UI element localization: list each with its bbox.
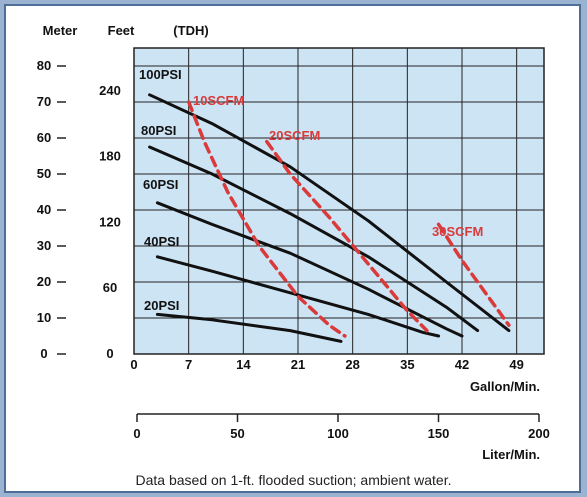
- y-tick-feet: 180: [99, 149, 121, 164]
- y-tick-feet: 60: [103, 280, 117, 295]
- y-axis-label-meter: Meter: [43, 23, 78, 38]
- x-tick-gpm: 0: [130, 357, 137, 372]
- x-tick-lpm: 100: [327, 426, 349, 441]
- series-line-60psi: [155, 201, 464, 338]
- x-tick-gpm: 21: [291, 357, 305, 372]
- y-tick-meter: 50: [37, 166, 51, 181]
- series-line-100psi: [148, 93, 511, 333]
- y-axis-label-feet: Feet: [108, 23, 135, 38]
- y-tick-feet: 120: [99, 214, 121, 229]
- series-line-10scfm: [186, 100, 347, 338]
- curve-label-30scfm: 30SCFM: [432, 224, 483, 239]
- x-tick-gpm: 42: [455, 357, 469, 372]
- x-tick-lpm: 150: [428, 426, 450, 441]
- series-line-20psi: [155, 312, 343, 343]
- curve-label-10scfm: 10SCFM: [193, 93, 244, 108]
- y-tick-meter: 60: [37, 130, 51, 145]
- x-tick-gpm: 7: [185, 357, 192, 372]
- x-axis-label-gpm: Gallon/Min.: [470, 379, 540, 394]
- curve-label-60psi: 60PSI: [143, 177, 178, 192]
- x-tick-gpm: 49: [509, 357, 523, 372]
- series-line-30scfm: [436, 222, 511, 327]
- y-tick-meter: 40: [37, 202, 51, 217]
- y-tick-meter: 10: [37, 310, 51, 325]
- series-line-20scfm: [265, 139, 429, 333]
- series-line-80psi: [148, 145, 480, 333]
- curve-label-20scfm: 20SCFM: [269, 128, 320, 143]
- x-tick-gpm: 28: [345, 357, 359, 372]
- curve-label-20psi: 20PSI: [144, 298, 179, 313]
- tdh-label: (TDH): [173, 23, 208, 38]
- curve-label-80psi: 80PSI: [141, 123, 176, 138]
- footnote: Data based on 1-ft. flooded suction; amb…: [135, 472, 452, 488]
- x-axis-label-lpm: Liter/Min.: [482, 447, 540, 462]
- y-tick-meter: 0: [40, 346, 47, 361]
- x-tick-gpm: 14: [236, 357, 251, 372]
- curve-label-40psi: 40PSI: [144, 234, 179, 249]
- y-tick-meter: 70: [37, 94, 51, 109]
- x-tick-lpm: 200: [528, 426, 550, 441]
- y-tick-meter: 30: [37, 238, 51, 253]
- curve-label-100psi: 100PSI: [139, 67, 182, 82]
- y-tick-meter: 80: [37, 58, 51, 73]
- series-line-40psi: [155, 255, 441, 338]
- y-tick-feet: 240: [99, 83, 121, 98]
- y-tick-meter: 20: [37, 274, 51, 289]
- x-tick-lpm: 0: [133, 426, 140, 441]
- x-tick-lpm: 50: [230, 426, 244, 441]
- x-tick-gpm: 35: [400, 357, 414, 372]
- y-tick-feet: 0: [106, 346, 113, 361]
